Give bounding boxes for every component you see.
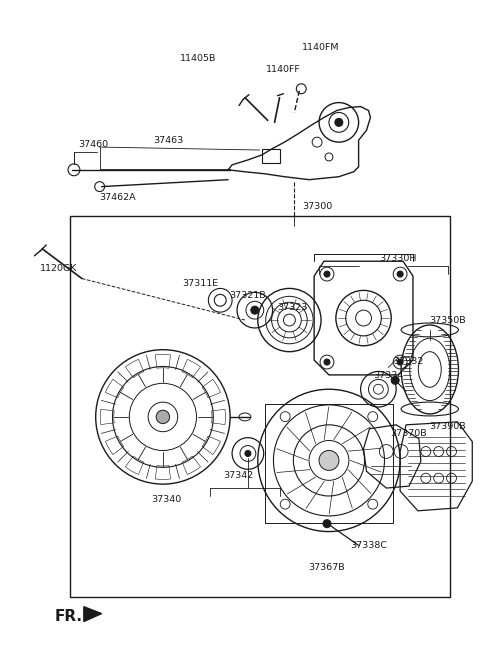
Text: 37463: 37463 xyxy=(154,135,184,145)
Circle shape xyxy=(335,119,343,126)
Text: 11405B: 11405B xyxy=(180,54,216,63)
Text: 37323: 37323 xyxy=(277,303,308,312)
Text: 37321B: 37321B xyxy=(229,291,266,300)
Circle shape xyxy=(323,520,331,527)
Text: 1120GK: 1120GK xyxy=(40,264,78,273)
Circle shape xyxy=(324,359,330,365)
Text: 37367B: 37367B xyxy=(309,562,345,572)
Text: 37338C: 37338C xyxy=(350,541,387,550)
Text: 37332: 37332 xyxy=(393,357,423,366)
Text: 37462A: 37462A xyxy=(100,193,136,202)
Text: 37460: 37460 xyxy=(78,139,108,148)
Circle shape xyxy=(397,271,403,277)
Circle shape xyxy=(319,450,339,470)
Text: 37330H: 37330H xyxy=(380,254,417,263)
Bar xyxy=(264,404,393,523)
Bar xyxy=(262,149,279,163)
Circle shape xyxy=(324,271,330,277)
Polygon shape xyxy=(84,607,102,621)
Text: 37342: 37342 xyxy=(223,470,253,480)
Circle shape xyxy=(251,307,259,314)
Bar xyxy=(70,216,450,597)
Text: 37370B: 37370B xyxy=(390,429,426,438)
Circle shape xyxy=(245,450,251,456)
Text: 1140FM: 1140FM xyxy=(302,43,340,52)
Text: 37300: 37300 xyxy=(302,202,332,211)
Text: 37390B: 37390B xyxy=(429,422,466,432)
Circle shape xyxy=(391,376,399,384)
Text: 1140FF: 1140FF xyxy=(266,65,301,75)
Text: FR.: FR. xyxy=(54,609,82,624)
Text: 37334: 37334 xyxy=(373,371,404,380)
Circle shape xyxy=(397,359,403,365)
Text: 37311E: 37311E xyxy=(182,279,218,288)
Text: 37340: 37340 xyxy=(151,496,181,504)
Circle shape xyxy=(156,410,169,424)
Text: 37350B: 37350B xyxy=(429,316,466,325)
